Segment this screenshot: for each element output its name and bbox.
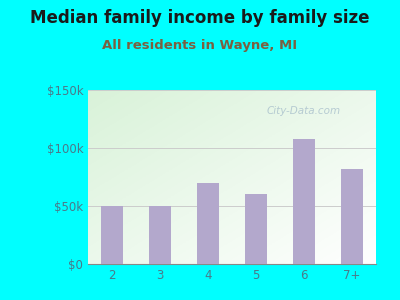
Bar [341,169,363,264]
Bar [101,206,123,264]
Bar [149,206,171,264]
Bar [245,194,267,264]
Bar [197,183,219,264]
Text: Median family income by family size: Median family income by family size [30,9,370,27]
Bar [293,139,315,264]
Text: All residents in Wayne, MI: All residents in Wayne, MI [102,39,298,52]
Text: City-Data.com: City-Data.com [267,106,341,116]
